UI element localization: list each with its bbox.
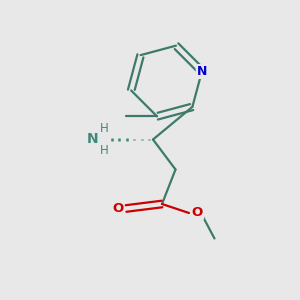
Text: N: N (87, 132, 98, 146)
Text: O: O (112, 202, 123, 215)
Text: H: H (100, 144, 109, 158)
Text: H: H (100, 122, 109, 135)
Text: N: N (197, 65, 207, 78)
Text: O: O (192, 206, 203, 219)
